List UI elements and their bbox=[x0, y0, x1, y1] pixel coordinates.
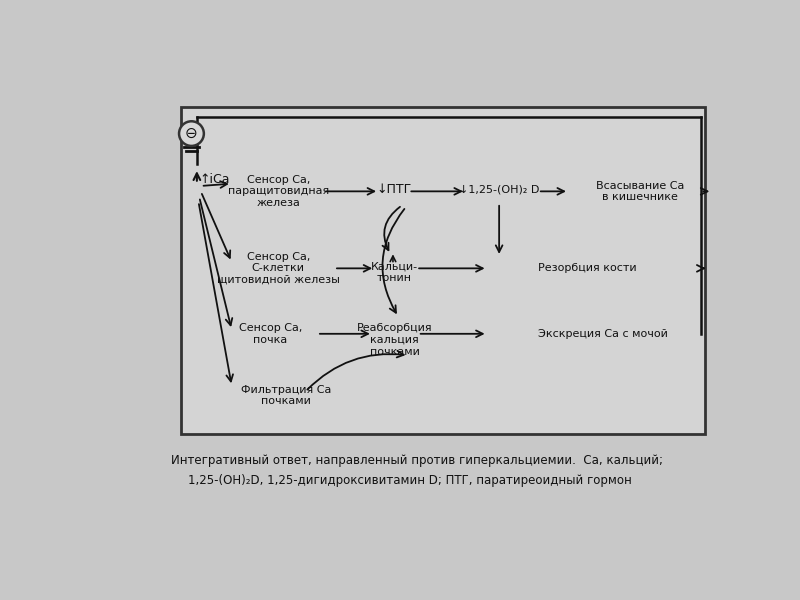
Text: Сенсор Ca,
почка: Сенсор Ca, почка bbox=[239, 323, 302, 344]
Text: ⊖: ⊖ bbox=[185, 126, 198, 141]
Text: Фильтрация Ca
почками: Фильтрация Ca почками bbox=[241, 385, 331, 406]
FancyBboxPatch shape bbox=[182, 107, 705, 434]
Text: Сенсор Ca,
С-клетки
щитовидной железы: Сенсор Ca, С-клетки щитовидной железы bbox=[217, 252, 340, 285]
Text: Интегративный ответ, направленный против гиперкальциемии.  Ca, кальций;: Интегративный ответ, направленный против… bbox=[157, 454, 663, 467]
Text: Сенсор Ca,
паращитовидная
железа: Сенсор Ca, паращитовидная железа bbox=[228, 175, 329, 208]
Text: ↓ПТГ: ↓ПТГ bbox=[377, 184, 412, 196]
Text: ↑iCa: ↑iCa bbox=[199, 173, 230, 186]
Text: Кальци-
тонин: Кальци- тонин bbox=[371, 262, 418, 283]
Text: Всасывание Ca
в кишечнике: Всасывание Ca в кишечнике bbox=[596, 181, 684, 202]
Text: Экскреция Ca с мочой: Экскреция Ca с мочой bbox=[538, 329, 668, 339]
Text: 1,25-(OH)₂D, 1,25-дигидроксивитамин D; ПТГ, паратиреоидный гормон: 1,25-(OH)₂D, 1,25-дигидроксивитамин D; П… bbox=[188, 473, 632, 487]
Text: Резорбция кости: Резорбция кости bbox=[538, 263, 637, 274]
Circle shape bbox=[179, 121, 204, 146]
Text: Реабсорбция
кальция
почками: Реабсорбция кальция почками bbox=[357, 323, 432, 356]
Text: ↓1,25-(OH)₂ D: ↓1,25-(OH)₂ D bbox=[459, 185, 539, 195]
